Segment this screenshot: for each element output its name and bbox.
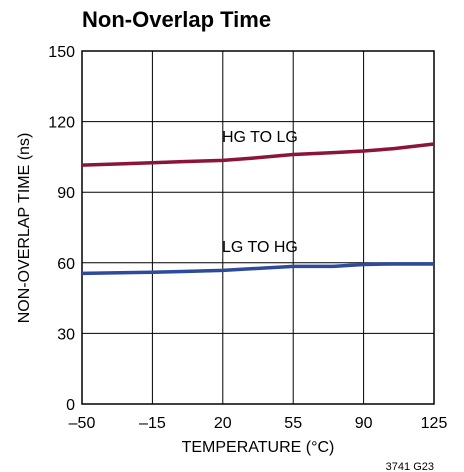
x-tick-labels: –50 –15 20 55 90 125 [69,415,448,432]
y-axis-label: NON-OVERLAP TIME (ns) [16,133,33,324]
series-label-2: LG TO HG [222,239,298,256]
y-tick-label: 30 [57,326,75,343]
y-tick-label: 60 [57,256,75,273]
x-tick-label: 90 [355,415,373,432]
y-tick-label: 120 [48,115,75,132]
x-tick-label: –50 [69,415,96,432]
x-tick-label: 55 [284,415,302,432]
y-tick-labels: 0 30 60 90 120 150 [48,44,75,414]
y-tick-label: 0 [66,397,75,414]
y-tick-label: 150 [48,44,75,61]
series-line-1 [81,142,435,167]
chart-title: Non-Overlap Time [82,7,271,32]
figure-code: 3741 G23 [386,461,434,472]
y-tick-label: 90 [57,185,75,202]
x-tick-label: –15 [139,415,166,432]
plot-frame [81,50,435,405]
grid [82,51,434,404]
x-tick-label: 125 [421,415,448,432]
series-group: HG TO LG LG TO HG [81,129,435,276]
series-line-2 [81,262,434,276]
x-axis-label: TEMPERATURE (°C) [182,439,335,456]
series-label-1: HG TO LG [222,129,298,146]
x-tick-label: 20 [214,415,232,432]
